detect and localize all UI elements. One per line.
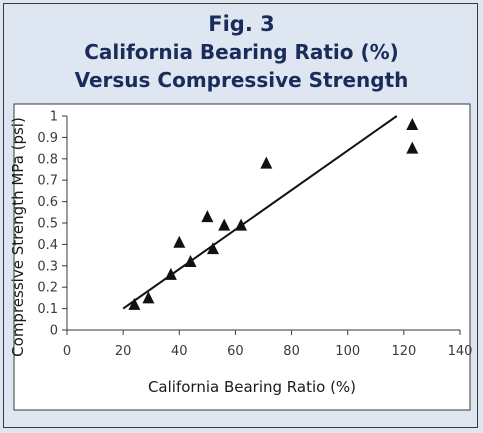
data-point-triangle (260, 156, 273, 169)
y-ticks: 0 0.1 0.2 0.3 0.4 0.5 0.6 0.7 0.8 0.9 1 (37, 110, 67, 339)
x-tick-label: 120 (391, 344, 416, 359)
x-tick-label: 60 (227, 344, 244, 359)
data-point-triangle (218, 218, 231, 231)
data-point-triangle (201, 210, 214, 223)
data-point-triangle (406, 118, 419, 131)
x-tick-label: 80 (283, 344, 300, 359)
data-point-triangle (173, 235, 186, 248)
y-tick-label: 0.6 (37, 195, 58, 210)
x-axis-title: California Bearing Ratio (%) (148, 378, 356, 396)
x-tick-label: 40 (171, 344, 188, 359)
data-points (128, 118, 419, 310)
y-tick-label: 0.7 (37, 174, 58, 189)
data-point-triangle (164, 267, 177, 280)
y-axis-title: Compressive Strength MPa (psi) (9, 117, 27, 357)
x-tick-label: 20 (115, 344, 132, 359)
y-tick-label: 0.2 (37, 281, 58, 296)
data-point-triangle (142, 291, 155, 304)
chart-title: Fig. 3 California Bearing Ratio (%) Vers… (0, 10, 483, 94)
chart-title-line-1: Fig. 3 (208, 12, 275, 36)
x-tick-label: 100 (335, 344, 360, 359)
y-tick-label: 0.8 (37, 152, 58, 167)
chart-title-line-2: California Bearing Ratio (%) (84, 40, 399, 64)
data-point-triangle (406, 141, 419, 154)
plot-panel (13, 103, 471, 411)
y-tick-label: 1 (50, 110, 58, 125)
data-point-triangle (235, 218, 248, 231)
y-tick-label: 0.9 (37, 131, 58, 146)
x-tick-label: 140 (448, 344, 473, 359)
y-tick-label: 0.3 (37, 259, 58, 274)
y-tick-label: 0.4 (37, 238, 58, 253)
y-tick-label: 0.5 (37, 217, 58, 232)
data-point-triangle (184, 255, 197, 268)
data-point-triangle (128, 297, 141, 310)
x-ticks: 0 20 40 60 80 100 120 140 (63, 330, 473, 359)
x-tick-label: 0 (63, 344, 71, 359)
chart-title-line-3: Versus Compressive Strength (74, 68, 409, 92)
figure-frame (3, 3, 478, 428)
y-tick-label: 0.1 (37, 302, 58, 317)
y-tick-label: 0 (50, 324, 58, 339)
data-point-triangle (206, 242, 219, 255)
